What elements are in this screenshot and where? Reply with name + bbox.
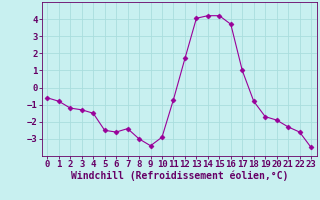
X-axis label: Windchill (Refroidissement éolien,°C): Windchill (Refroidissement éolien,°C) — [70, 171, 288, 181]
